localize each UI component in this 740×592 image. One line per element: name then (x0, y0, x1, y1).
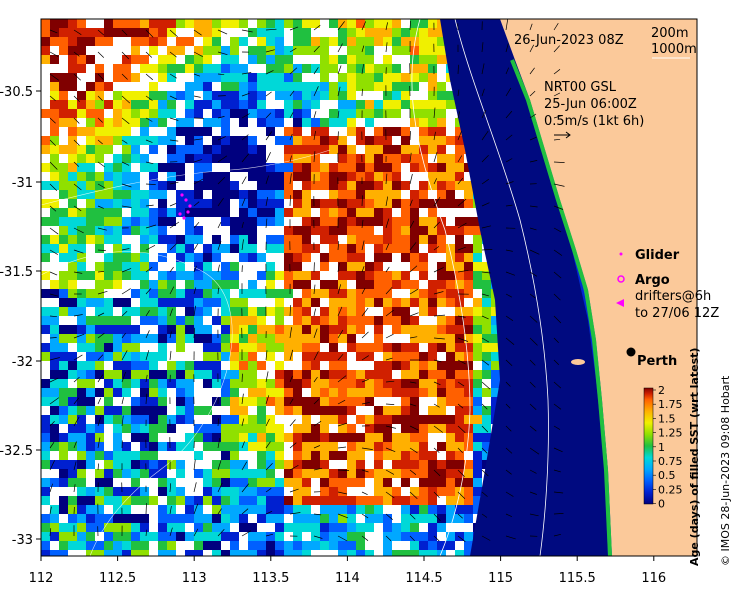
contour-200m (454, 19, 549, 556)
drifter-marker (616, 299, 624, 307)
colorbar-title: Age (days) of filled SST (wrt latest) (688, 348, 701, 566)
colorbar-tick-label: 0.75 (658, 455, 683, 468)
x-tick-label: 114 (335, 571, 360, 586)
legend-drifters-line2: to 27/06 12Z (635, 306, 719, 321)
x-tick-label: 112.5 (99, 571, 136, 586)
x-tick-label: 116 (641, 571, 666, 586)
contour-extra-2 (41, 251, 233, 556)
x-tick-label: 113.5 (252, 571, 289, 586)
glider-track (178, 193, 192, 220)
x-axis: 112 112.5 113 113.5 114 114.5 115 115.5 116 (29, 556, 666, 586)
current-source-label: NRT00 GSL (544, 80, 617, 95)
map-panel (41, 19, 697, 556)
argo-marker (617, 275, 625, 283)
legend: Glider Argo drifters@6h to 27/06 12Z Per… (616, 248, 719, 369)
y-tick-label: -31 (12, 176, 33, 191)
y-axis: -30.5 -31 -31.5 -32 -32.5 -33 (0, 85, 41, 548)
glider-marker (619, 252, 623, 256)
contour-1000m (411, 19, 471, 556)
timestamp-label: 26-Jun-2023 08Z (514, 33, 624, 48)
colorbar-tick-label: 1.75 (658, 398, 683, 411)
colorbar-tick-label: 1.25 (658, 427, 683, 440)
colorbar-tick-label: 1.5 (658, 412, 676, 425)
x-tick-label: 115 (488, 571, 513, 586)
y-tick-label: -33 (12, 533, 33, 548)
current-scale-label: 0.5m/s (1kt 6h) (544, 114, 644, 129)
colorbar-tick-label: 0 (658, 498, 665, 511)
colorbar-tick-label: 2 (658, 384, 665, 397)
coastline (510, 59, 612, 556)
colorbar-tick-label: 0.25 (658, 483, 683, 496)
colorbar-tick-label: 0.5 (658, 469, 676, 482)
coastal-ocean-band (440, 19, 612, 556)
current-vectors (49, 19, 565, 542)
colorbar-tick-label: 1 (658, 441, 665, 454)
current-time-label: 25-Jun 06:00Z (544, 97, 637, 112)
sst-age-field (41, 19, 536, 556)
current-scale-arrow (554, 131, 571, 139)
credit-label: © IMOS 28-Jun-2023 09:08 Hobart (719, 375, 732, 566)
x-tick-label: 112 (29, 571, 54, 586)
y-tick-label: -31.5 (0, 265, 33, 280)
city-label: Perth (637, 354, 677, 369)
legend-glider-label: Glider (635, 248, 680, 263)
y-tick-label: -30.5 (0, 85, 33, 100)
y-tick-label: -32.5 (0, 444, 33, 459)
map-frame (40, 18, 698, 557)
perth-marker (626, 347, 636, 357)
scale-label-200m: 200m (651, 26, 688, 41)
legend-argo-label: Argo (635, 273, 670, 288)
rottnest-island (571, 359, 585, 365)
x-tick-label: 113 (182, 571, 207, 586)
x-tick-label: 115.5 (559, 571, 596, 586)
x-tick-label: 114.5 (405, 571, 442, 586)
scale-label-1000m: 1000m (651, 42, 697, 57)
y-tick-label: -32 (12, 355, 33, 370)
contour-extra (41, 149, 331, 206)
colorbar-gradient (643, 387, 654, 505)
legend-drifters-line1: drifters@6h (635, 289, 711, 304)
